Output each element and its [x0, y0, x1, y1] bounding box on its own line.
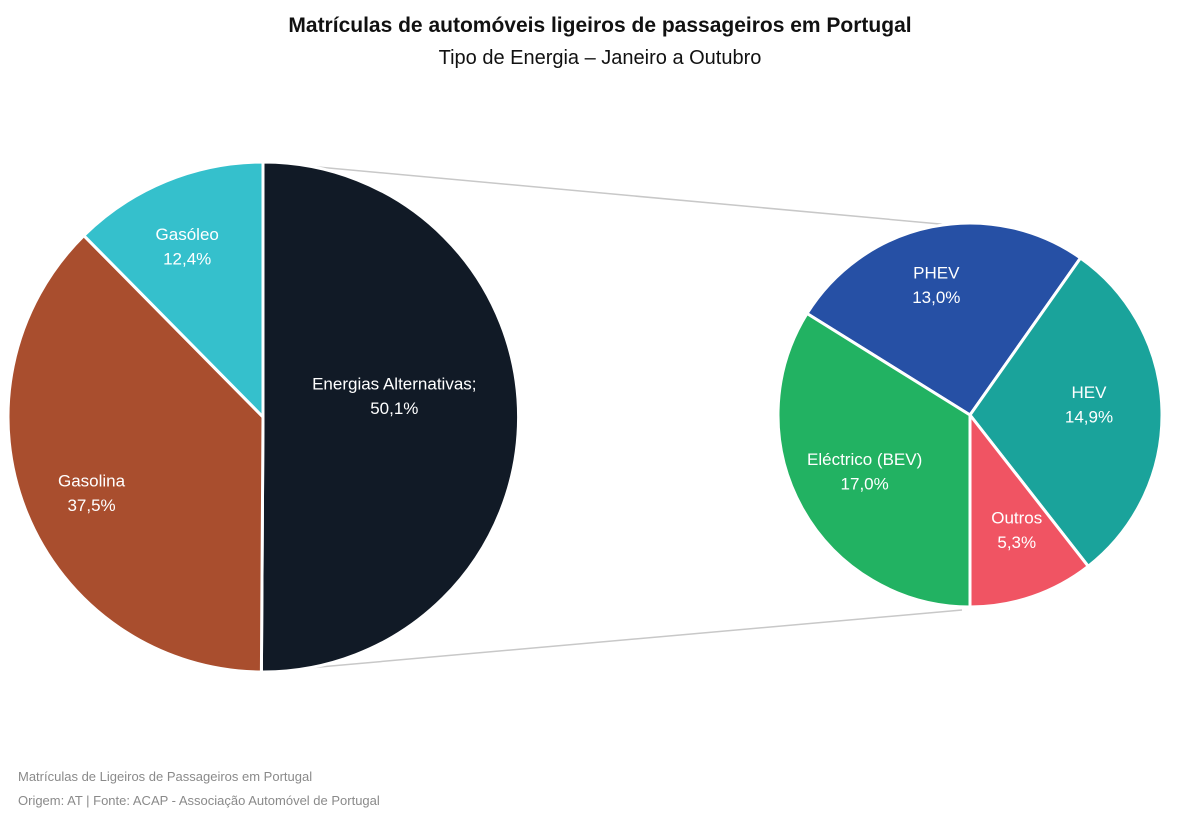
- slice-outros-name: Outros: [991, 509, 1042, 528]
- connector-line-bottom: [262, 609, 963, 673]
- connector-line-top: [262, 161, 963, 227]
- footer-source-origin: Origem: AT | Fonte: ACAP - Associação Au…: [18, 793, 380, 808]
- pie-slice-gasoleo: [82, 160, 265, 419]
- slice-energias-alternativas-name: Energias Alternativas;: [312, 374, 476, 393]
- slice-electrico-bev-label: Eléctrico (BEV) 17,0%: [807, 450, 922, 494]
- slice-electrico-bev-value: 17,0%: [841, 475, 889, 494]
- slice-phev-label: PHEV 13,0%: [912, 263, 960, 307]
- slice-gasoleo-value: 12,4%: [163, 250, 211, 269]
- slice-gasolina-value: 37,5%: [67, 496, 115, 515]
- slice-hev-value: 14,9%: [1065, 408, 1113, 427]
- pie-slice-phev: [805, 221, 1083, 417]
- slice-hev-label: HEV 14,9%: [1065, 383, 1113, 427]
- slice-hev-name: HEV: [1072, 383, 1108, 402]
- chart-title: Matrículas de automóveis ligeiros de pas…: [288, 14, 912, 37]
- slice-electrico-bev-name: Eléctrico (BEV): [807, 450, 922, 469]
- slice-gasolina-name: Gasolina: [58, 472, 126, 491]
- slice-gasoleo-name: Gasóleo: [156, 225, 219, 244]
- chart-subtitle: Tipo de Energia – Janeiro a Outubro: [438, 47, 762, 69]
- slice-energias-alternativas-label: Energias Alternativas; 50,1%: [312, 374, 476, 418]
- slice-phev-value: 13,0%: [912, 288, 960, 307]
- slice-gasoleo-label: Gasóleo 12,4%: [156, 225, 219, 269]
- footer-source-title: Matrículas de Ligeiros de Passageiros em…: [18, 769, 313, 784]
- pie-slice-electrico-bev: [776, 312, 972, 609]
- pie-slice-hev: [968, 256, 1164, 568]
- pie-slice-energias-alternativas: [259, 160, 521, 674]
- pie-slice-gasolina: [6, 234, 265, 674]
- slice-gasolina-label: Gasolina 37,5%: [58, 472, 126, 516]
- pie-slice-outros: [968, 413, 1090, 609]
- slice-phev-name: PHEV: [913, 263, 960, 282]
- slice-outros-value: 5,3%: [997, 533, 1036, 552]
- slice-outros-label: Outros 5,3%: [991, 509, 1042, 553]
- slice-energias-alternativas-value: 50,1%: [370, 399, 418, 418]
